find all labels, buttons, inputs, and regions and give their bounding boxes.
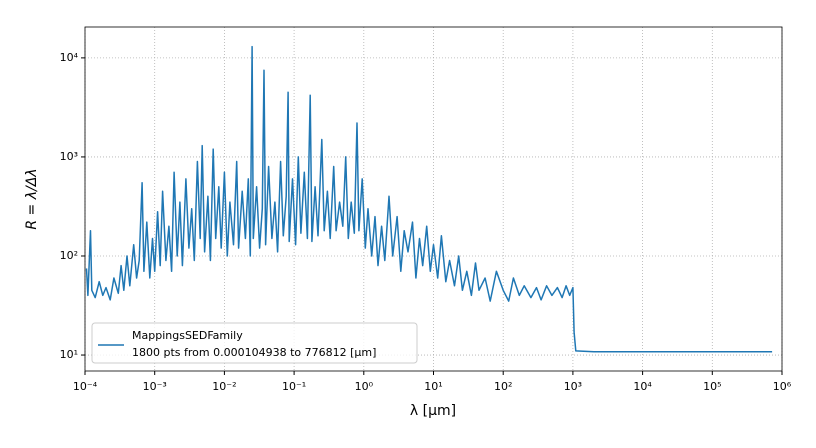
y-tick-label: 10²: [60, 249, 78, 262]
x-tick-label: 10⁴: [633, 380, 652, 393]
x-tick-label: 10²: [494, 380, 512, 393]
y-tick-label: 10³: [60, 150, 78, 163]
x-tick-label: 10⁻³: [143, 380, 167, 393]
x-tick-label: 10⁻²: [212, 380, 236, 393]
x-tick-label: 10⁰: [355, 380, 374, 393]
plot-frame: [84, 26, 783, 372]
x-tick-label: 10³: [564, 380, 582, 393]
x-axis-label: λ [μm]: [410, 403, 456, 419]
x-tick-label: 10¹: [424, 380, 442, 393]
x-tick-label: 10⁵: [703, 380, 721, 393]
y-axis-label: R = λ/Δλ: [24, 168, 40, 229]
x-tick-label: 10⁶: [773, 380, 792, 393]
y-tick-label: 10¹: [60, 348, 78, 361]
legend-detail: 1800 pts from 0.000104938 to 776812 [μm]: [132, 346, 376, 359]
data-line: [85, 45, 773, 353]
legend-box: [91, 322, 418, 364]
legend-label: MappingsSEDFamily: [132, 329, 243, 342]
x-tick-label: 10⁻⁴: [73, 380, 98, 393]
x-tick-label: 10⁻¹: [282, 380, 306, 393]
y-tick-label: 10⁴: [60, 51, 79, 64]
